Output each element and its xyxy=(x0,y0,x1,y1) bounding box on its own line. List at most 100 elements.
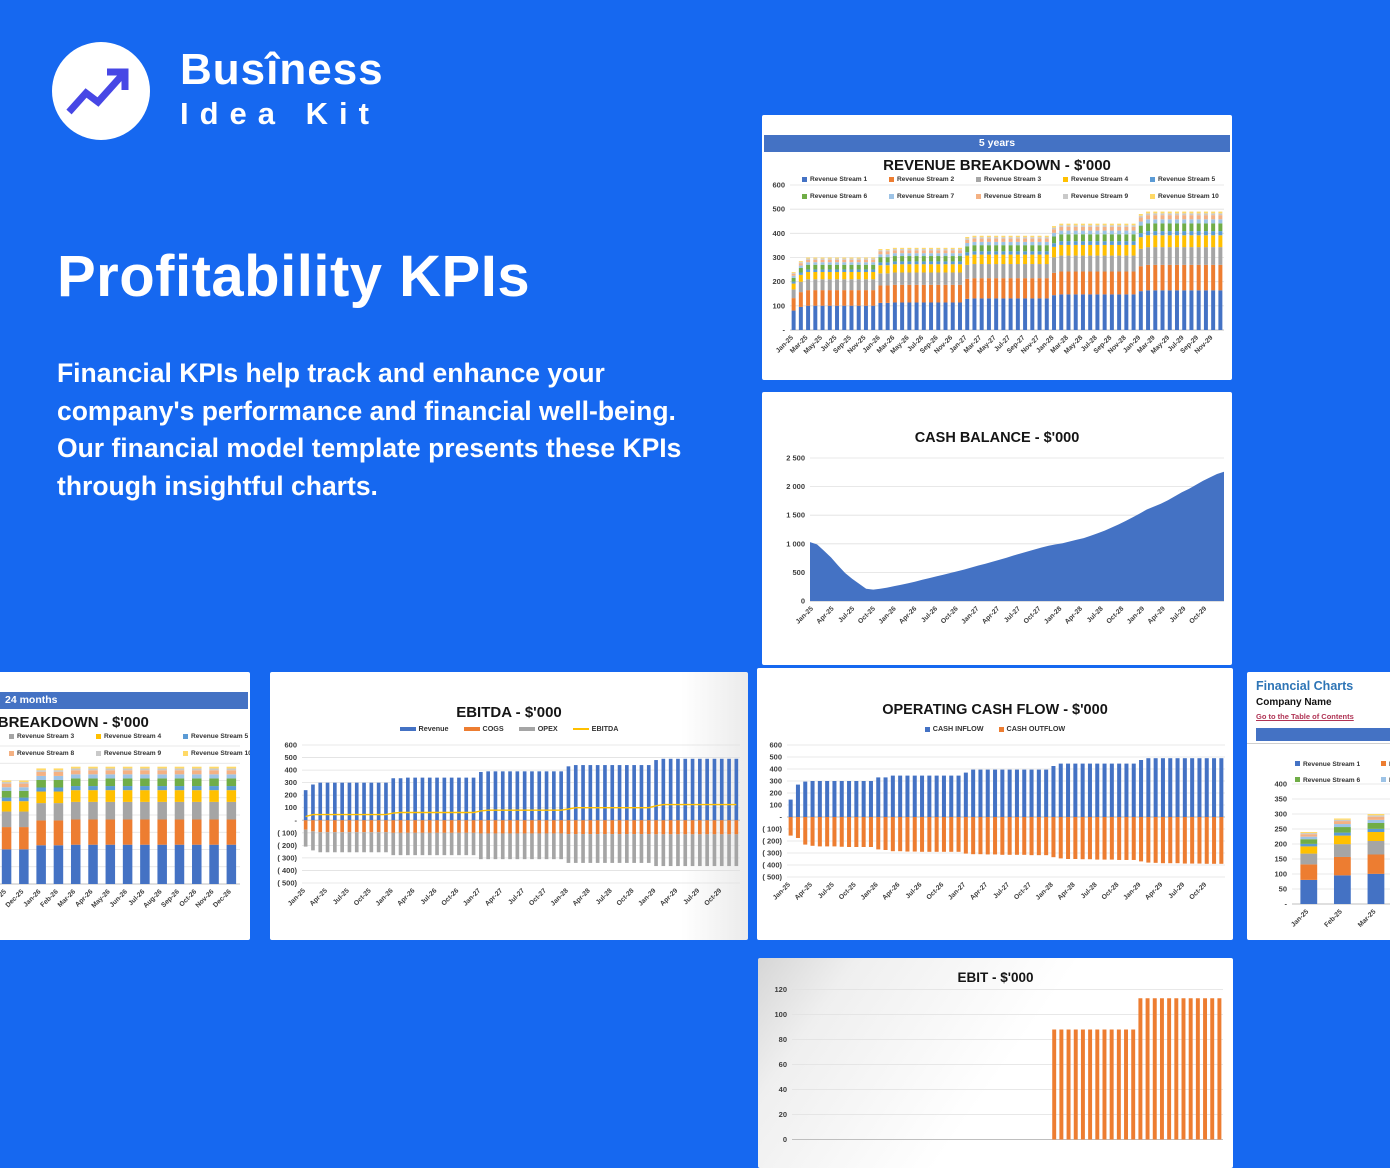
svg-text:Mar-25: Mar-25 xyxy=(1357,908,1378,929)
chart-canvas: ( 500) ( 400) ( 300) ( 200) ( 100) - 100 200 300… xyxy=(277,741,740,908)
svg-text:Apr-29: Apr-29 xyxy=(1147,605,1167,625)
svg-text:Oct-26: Oct-26 xyxy=(925,881,945,901)
legend-item: EBITDA xyxy=(572,724,618,733)
svg-text:400: 400 xyxy=(769,765,782,774)
svg-text:Oct-27: Oct-27 xyxy=(1023,605,1043,625)
legend-marker-icon xyxy=(183,750,188,756)
chart-canvas: -50100150200250300350400Jan-25Feb-25Mar-… xyxy=(0,745,240,910)
svg-text:20: 20 xyxy=(779,1110,787,1119)
brand-logo xyxy=(52,42,150,140)
legend-item: COGS xyxy=(463,724,504,733)
bars-layer xyxy=(1052,998,1222,1140)
svg-text:100: 100 xyxy=(774,1010,787,1019)
legend-item: Revenue Stream 1 xyxy=(1295,761,1381,768)
legend-item: Revenue Stream 6 xyxy=(802,193,889,200)
period-label: 24 months xyxy=(5,694,58,706)
legend-item: Revenue Stream 4 xyxy=(96,733,183,740)
chart-canvas: -100200300400500600Jan-25Mar-25May-25Jul… xyxy=(772,181,1224,356)
legend-marker-icon xyxy=(1381,761,1386,767)
svg-text:Apr-27: Apr-27 xyxy=(484,887,504,907)
svg-text:Jul-25: Jul-25 xyxy=(817,881,836,900)
svg-text:500: 500 xyxy=(769,753,782,762)
table-of-contents-link[interactable]: Go to the Table of Contents xyxy=(1256,712,1354,721)
svg-text:Apr-29: Apr-29 xyxy=(1144,881,1164,901)
svg-text:( 400): ( 400) xyxy=(277,866,297,875)
svg-text:Jan-27: Jan-27 xyxy=(462,887,482,907)
svg-text:2 500: 2 500 xyxy=(786,454,805,463)
legend-item: Revenue Stream 8 xyxy=(976,193,1063,200)
svg-text:-: - xyxy=(780,813,783,822)
chart-title-cash-balance: CASH BALANCE - $'000 xyxy=(914,430,1080,446)
svg-text:Jan-26: Jan-26 xyxy=(878,605,898,625)
svg-text:50: 50 xyxy=(1279,885,1287,894)
svg-text:Apr-26: Apr-26 xyxy=(396,887,416,907)
svg-text:Oct-26: Oct-26 xyxy=(940,605,960,625)
svg-text:Oct-29: Oct-29 xyxy=(703,887,723,907)
legend-marker-icon xyxy=(889,176,894,182)
chart-legend: CASH INFLOW CASH OUTFLOW xyxy=(757,724,1233,733)
legend-item: Revenue Stream 1 xyxy=(802,176,889,183)
legend-marker-icon xyxy=(463,727,480,732)
svg-text:Oct-27: Oct-27 xyxy=(1013,881,1033,901)
svg-text:Jul-26: Jul-26 xyxy=(920,605,939,624)
svg-text:1 500: 1 500 xyxy=(786,511,805,520)
period-header-12-months xyxy=(1256,728,1390,741)
svg-text:Jan-29: Jan-29 xyxy=(637,887,657,907)
svg-text:500: 500 xyxy=(772,205,785,214)
legend-item: Revenue Stream 9 xyxy=(1063,193,1150,200)
svg-text:Apr-25: Apr-25 xyxy=(794,881,814,901)
legend-item: Revenue Stream 5 xyxy=(183,733,250,740)
legend-item: Revenue Stream 9 xyxy=(96,750,183,757)
svg-text:Jul-25: Jul-25 xyxy=(332,887,351,906)
svg-text:600: 600 xyxy=(284,741,297,750)
sheet-divider xyxy=(1247,743,1390,744)
svg-text:350: 350 xyxy=(1274,795,1287,804)
svg-text:Jun-26: Jun-26 xyxy=(109,888,130,909)
chart-title-ebit: EBIT - $'000 xyxy=(957,970,1034,985)
legend-item: Revenue Stream 8 xyxy=(9,750,96,757)
svg-text:100: 100 xyxy=(769,801,782,810)
svg-text:Apr-25: Apr-25 xyxy=(309,887,329,907)
svg-text:Jan-26: Jan-26 xyxy=(375,887,395,907)
legend-marker-icon xyxy=(1295,761,1300,767)
svg-text:-: - xyxy=(295,816,298,825)
svg-text:Oct-29: Oct-29 xyxy=(1188,605,1208,625)
chart-title-operating-cash-flow: OPERATING CASH FLOW - $'000 xyxy=(882,702,1108,718)
svg-text:40: 40 xyxy=(779,1085,787,1094)
legend-item: Revenue Stream 10 xyxy=(1150,193,1232,200)
chart-canvas: ( 500) ( 400) ( 300) ( 200) ( 100) - 100 200 300… xyxy=(762,741,1225,902)
svg-text:200: 200 xyxy=(284,791,297,800)
svg-text:Jan-28: Jan-28 xyxy=(1043,605,1063,625)
svg-text:300: 300 xyxy=(284,778,297,787)
svg-text:Aug-26: Aug-26 xyxy=(142,888,163,909)
svg-text:Apr-29: Apr-29 xyxy=(659,887,679,907)
svg-text:Feb-25: Feb-25 xyxy=(1323,908,1344,929)
legend-item: Revenue Stream 2 xyxy=(0,733,9,740)
legend-marker-icon xyxy=(96,733,101,739)
legend-marker-icon xyxy=(1063,193,1068,199)
operating-cash-flow-chart: ( 500) ( 400) ( 300) ( 200) ( 100) - 100 200 300… xyxy=(757,668,1233,940)
svg-text:Apr-27: Apr-27 xyxy=(981,605,1001,625)
legend-item: Revenue Stream 3 xyxy=(9,733,96,740)
svg-text:Jul-28: Jul-28 xyxy=(595,887,614,906)
svg-text:Apr-26: Apr-26 xyxy=(898,605,918,625)
svg-text:Jul-27: Jul-27 xyxy=(992,881,1011,900)
legend-marker-icon xyxy=(183,733,188,739)
revenue-breakdown-12m-chart: - 50 100 150 200 250 300 350 400 Jan-25 Feb-25 Mar-… xyxy=(1247,672,1390,940)
period-header-5-years: 5 years xyxy=(764,135,1230,152)
svg-text:500: 500 xyxy=(792,568,805,577)
legend-marker-icon xyxy=(998,726,1004,732)
bars-layer xyxy=(788,758,1224,864)
svg-text:2 000: 2 000 xyxy=(786,482,805,491)
page-title: Profitability KPIs xyxy=(57,244,531,309)
legend-item: Revenue Stream 5 xyxy=(1150,176,1232,183)
cash-balance-chart: 0 500 1 000 1 500 2 000 2 500 Jan-25 Apr-25 Jul-… xyxy=(762,392,1232,665)
legend-item: CASH INFLOW xyxy=(924,724,984,733)
card-ebitda: EBITDA - $'000 Revenue COGS OPEX EBITDA ( 5… xyxy=(270,672,748,940)
svg-text:Jan-29: Jan-29 xyxy=(1126,605,1146,625)
legend-item: Revenue Stream 2 xyxy=(889,176,976,183)
svg-text:200: 200 xyxy=(769,789,782,798)
promo-page: { "brand": { "line1": "Busîness", "line2… xyxy=(0,42,1390,1168)
